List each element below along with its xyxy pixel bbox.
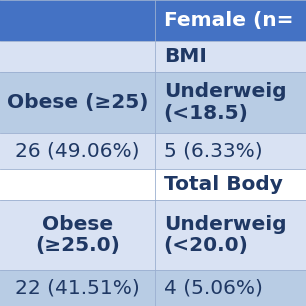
Text: Obese
(≥25.0): Obese (≥25.0) xyxy=(35,215,120,255)
Bar xyxy=(0,72,155,133)
Bar xyxy=(0,200,155,270)
Bar xyxy=(0,133,155,169)
Text: 4 (5.06%): 4 (5.06%) xyxy=(164,278,263,297)
Bar xyxy=(155,0,306,41)
Bar xyxy=(0,169,155,200)
Text: Obese (≥25): Obese (≥25) xyxy=(6,93,148,112)
Text: Underweig
(<18.5): Underweig (<18.5) xyxy=(164,82,286,122)
Bar xyxy=(155,169,306,200)
Text: 22 (41.51%): 22 (41.51%) xyxy=(15,278,140,297)
Bar xyxy=(155,133,306,169)
Text: 26 (49.06%): 26 (49.06%) xyxy=(15,141,140,160)
Text: BMI: BMI xyxy=(164,47,207,66)
Bar xyxy=(0,41,155,72)
Bar xyxy=(155,270,306,306)
Bar xyxy=(155,200,306,270)
Text: 5 (6.33%): 5 (6.33%) xyxy=(164,141,262,160)
Text: Underweig
(<20.0): Underweig (<20.0) xyxy=(164,215,286,255)
Bar xyxy=(0,270,155,306)
Text: Female (n=: Female (n= xyxy=(164,11,293,30)
Bar xyxy=(0,0,155,41)
Text: Total Body: Total Body xyxy=(164,175,282,194)
Bar xyxy=(155,41,306,72)
Bar xyxy=(155,72,306,133)
